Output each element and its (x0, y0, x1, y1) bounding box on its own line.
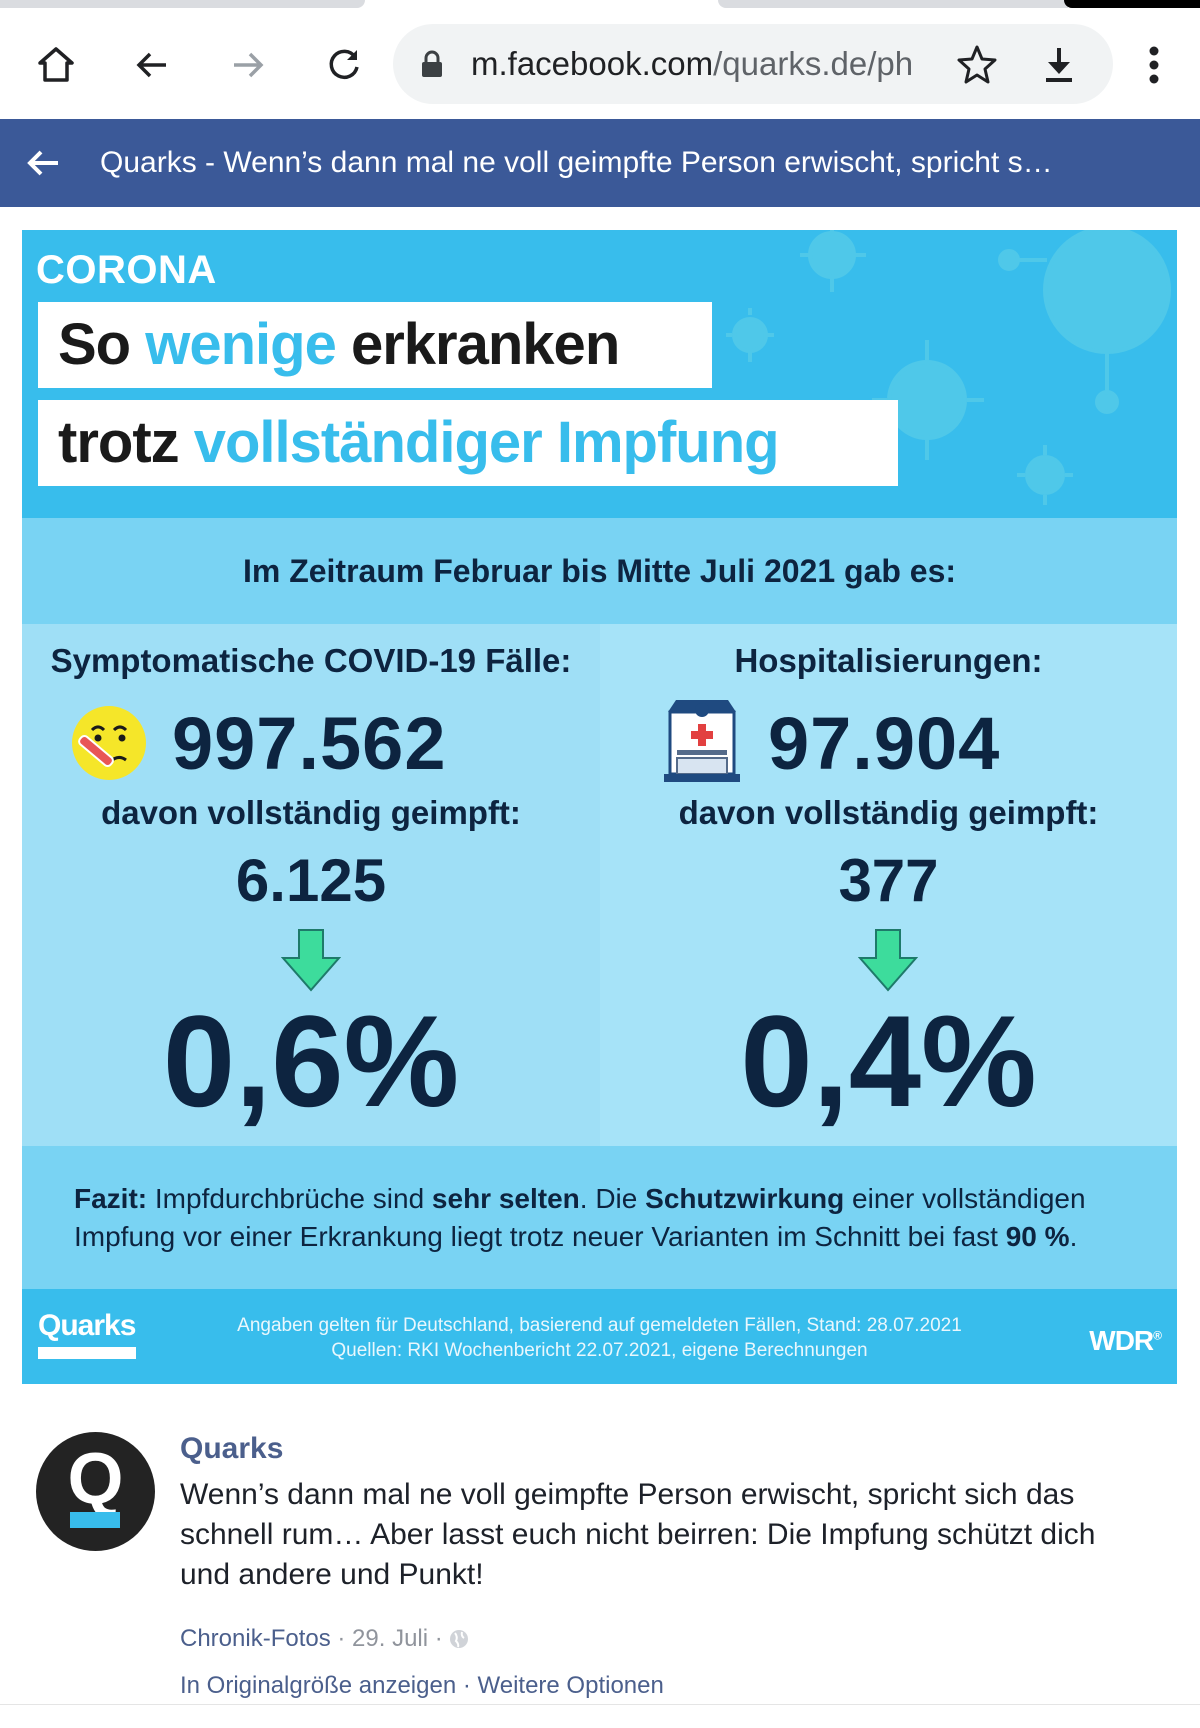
back-arrow-icon[interactable] (22, 141, 66, 185)
source-line-1: Angaben gelten für Deutschland, basieren… (237, 1315, 962, 1336)
source-note: Angaben gelten für Deutschland, basieren… (22, 1313, 1177, 1363)
infographic-footer: Quarks Angaben gelten für Deutschland, b… (22, 1289, 1177, 1384)
lock-icon (421, 50, 443, 78)
wdr-text: WDR (1089, 1325, 1154, 1356)
headline-highlight: vollständiger Impfung (193, 410, 780, 475)
headline-line-2: trotz vollständiger Impfung (38, 400, 898, 486)
headline-line-1: So wenige erkranken (38, 302, 712, 388)
post-date[interactable]: 29. Juli (352, 1625, 429, 1652)
browser-tab-strip (0, 0, 1200, 9)
avatar-bar (70, 1512, 120, 1528)
conclusion-bold: 90 % (1005, 1221, 1070, 1252)
conclusion-part: Impfdurchbrüche sind (147, 1183, 432, 1214)
more-vert-icon[interactable] (1126, 37, 1182, 93)
post-actions: In Originalgröße anzeigen · Weitere Opti… (180, 1672, 664, 1700)
album-link[interactable]: Chronik-Fotos (180, 1625, 331, 1652)
stat-percent: 0,6% (162, 988, 460, 1134)
page-header-bar: Quarks - Wenn’s dann mal ne voll geimpft… (0, 119, 1200, 207)
stat-panel-cases: Symptomatische COVID-19 Fälle: 997.562 d… (22, 624, 600, 1146)
post-author[interactable]: Quarks (180, 1432, 284, 1465)
sick-face-emoji-icon (72, 706, 146, 780)
url-bar[interactable]: m.facebook.com/quarks.de/ph (393, 24, 1113, 104)
back-icon[interactable] (124, 37, 180, 93)
stat-label: Hospitalisierungen: (734, 642, 1043, 679)
period-banner: Im Zeitraum Februar bis Mitte Juli 2021 … (22, 518, 1177, 624)
home-icon[interactable] (28, 37, 84, 93)
kicker-label: CORONA (36, 248, 217, 292)
down-arrow-icon (858, 929, 918, 992)
conclusion-bold: Schutzwirkung (645, 1183, 845, 1214)
stat-sub-label: davon vollständig geimpft: (678, 794, 1099, 831)
tab-left[interactable] (0, 0, 365, 8)
quarks-logo: Quarks (38, 1309, 136, 1342)
separator: · (428, 1625, 450, 1652)
headline-highlight: wenige (145, 312, 337, 377)
tab-right[interactable] (718, 0, 1068, 8)
headline-text: erkranken (335, 312, 620, 377)
infographic-image[interactable]: CORONA So wenige erkranken trotz vollstä… (22, 230, 1177, 1384)
page-title: Quarks - Wenn’s dann mal ne voll geimpft… (100, 146, 1053, 179)
separator: · (330, 1625, 353, 1652)
stat-panel-hospital: Hospitalisierungen: 97.904 davon vollstä… (600, 624, 1177, 1146)
avatar[interactable]: Q (36, 1432, 155, 1551)
divider (0, 1704, 1200, 1705)
forward-icon[interactable] (220, 37, 276, 93)
stat-count: 377 (838, 847, 939, 914)
stat-percent: 0,4% (740, 988, 1037, 1134)
separator: · (456, 1672, 478, 1699)
quarks-logo-bar (38, 1347, 136, 1359)
url-text[interactable]: m.facebook.com/quarks.de/ph (471, 44, 956, 84)
stat-sub-label: davon vollständig geimpft: (101, 794, 521, 831)
wdr-mark: ® (1153, 1328, 1162, 1343)
download-icon[interactable] (1037, 42, 1081, 86)
stat-label: Symptomatische COVID-19 Fälle: (50, 642, 572, 679)
down-arrow-icon (281, 929, 341, 992)
conclusion-part: . (1069, 1221, 1078, 1252)
globe-icon (449, 1628, 469, 1656)
conclusion-bold: sehr selten (431, 1183, 580, 1214)
conclusion-text: Fazit: Impfdurchbrüche sind sehr selten.… (74, 1180, 1154, 1256)
stat-count: 6.125 (235, 847, 387, 914)
star-icon[interactable] (955, 42, 999, 86)
infographic-header: CORONA So wenige erkranken trotz vollstä… (22, 230, 1177, 518)
tab-active[interactable] (1064, 0, 1200, 8)
more-options-link[interactable]: Weitere Optionen (477, 1672, 664, 1699)
url-path: /quarks.de/ph (713, 45, 914, 82)
view-full-size-link[interactable]: In Originalgröße anzeigen (180, 1672, 457, 1699)
post-meta: Chronik-Fotos · 29. Juli · (180, 1625, 469, 1656)
browser-toolbar: m.facebook.com/quarks.de/ph (0, 9, 1200, 119)
headline-text: trotz (58, 410, 194, 475)
source-line-2: Quellen: RKI Wochenbericht 22.07.2021, e… (331, 1340, 868, 1361)
conclusion-bold: Fazit: (74, 1183, 148, 1214)
stat-total: 997.562 (172, 702, 447, 785)
post-text: Wenn’s dann mal ne voll geimpfte Person … (180, 1478, 1096, 1591)
conclusion-part: . Die (579, 1183, 646, 1214)
wdr-logo: WDR® (1089, 1325, 1162, 1357)
conclusion-box: Fazit: Impfdurchbrüche sind sehr selten.… (22, 1146, 1177, 1289)
conclusion-part: einer vollständigen Impfung vor einer Er… (74, 1183, 1086, 1252)
avatar-letter: Q (67, 1439, 124, 1519)
reload-icon[interactable] (316, 37, 372, 93)
hospital-icon (664, 700, 740, 782)
stat-total: 97.904 (768, 702, 1001, 785)
url-domain: m.facebook.com (471, 45, 714, 82)
headline-text: So (58, 312, 146, 377)
